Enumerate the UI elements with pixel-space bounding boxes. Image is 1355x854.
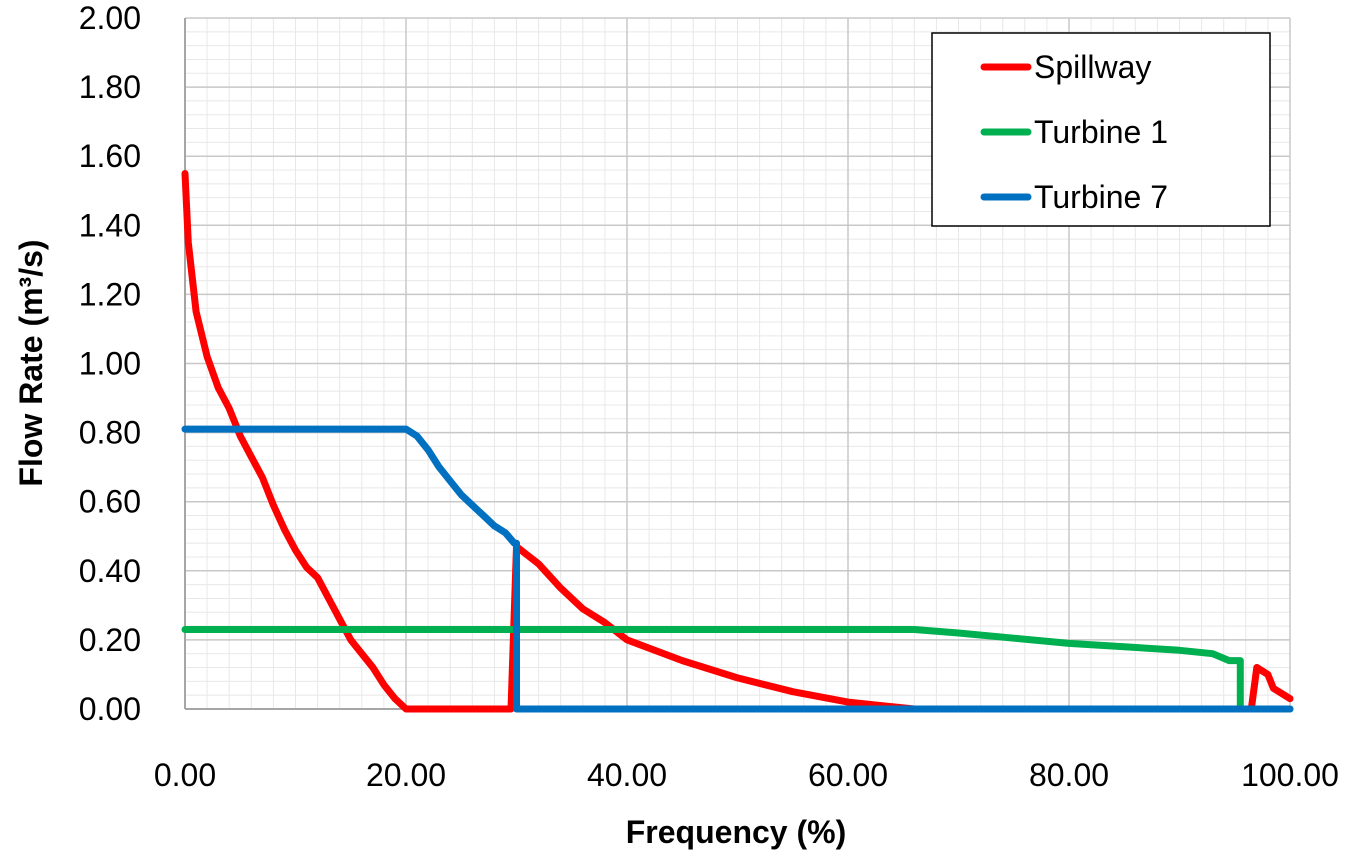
legend-label-spillway: Spillway — [1034, 49, 1151, 85]
x-tick-label: 40.00 — [587, 757, 667, 793]
x-tick-label: 60.00 — [808, 757, 888, 793]
series-line-turbine-7 — [181, 425, 1294, 713]
legend-label-turbine-7: Turbine 7 — [1034, 179, 1168, 215]
series-lines — [181, 170, 1294, 713]
y-tick-label: 0.00 — [79, 691, 141, 727]
y-tick-label: 1.00 — [79, 346, 141, 382]
y-tick-label: 2.00 — [79, 0, 141, 36]
x-axis-title: Frequency (%) — [626, 814, 846, 850]
x-tick-label: 20.00 — [366, 757, 446, 793]
y-axis-title: Flow Rate (m³/s) — [13, 239, 49, 486]
y-tick-label: 1.40 — [79, 207, 141, 243]
y-tick-labels: 0.00 0.20 0.40 0.60 0.80 1.00 1.20 1.40 1.60 1.80… — [79, 0, 141, 727]
y-tick-label: 0.40 — [79, 553, 141, 589]
series-line-spillway — [181, 170, 1294, 713]
legend-label-turbine-1: Turbine 1 — [1034, 114, 1168, 150]
y-tick-label: 1.80 — [79, 69, 141, 105]
x-tick-label: 100.00 — [1241, 757, 1339, 793]
series-line-turbine-1 — [181, 626, 1294, 713]
x-tick-labels: 0.00 20.00 40.00 60.00 80.00 100.00 — [154, 757, 1339, 793]
legend-entries: Spillway Turbine 1 Turbine 7 — [980, 49, 1168, 215]
y-tick-label: 0.80 — [79, 415, 141, 451]
y-tick-label: 1.60 — [79, 138, 141, 174]
y-tick-label: 1.20 — [79, 276, 141, 312]
x-tick-label: 0.00 — [154, 757, 216, 793]
y-tick-label: 0.60 — [79, 484, 141, 520]
x-tick-label: 80.00 — [1029, 757, 1109, 793]
y-tick-label: 0.20 — [79, 622, 141, 658]
legend: Spillway Turbine 1 Turbine 7 — [931, 32, 1271, 227]
